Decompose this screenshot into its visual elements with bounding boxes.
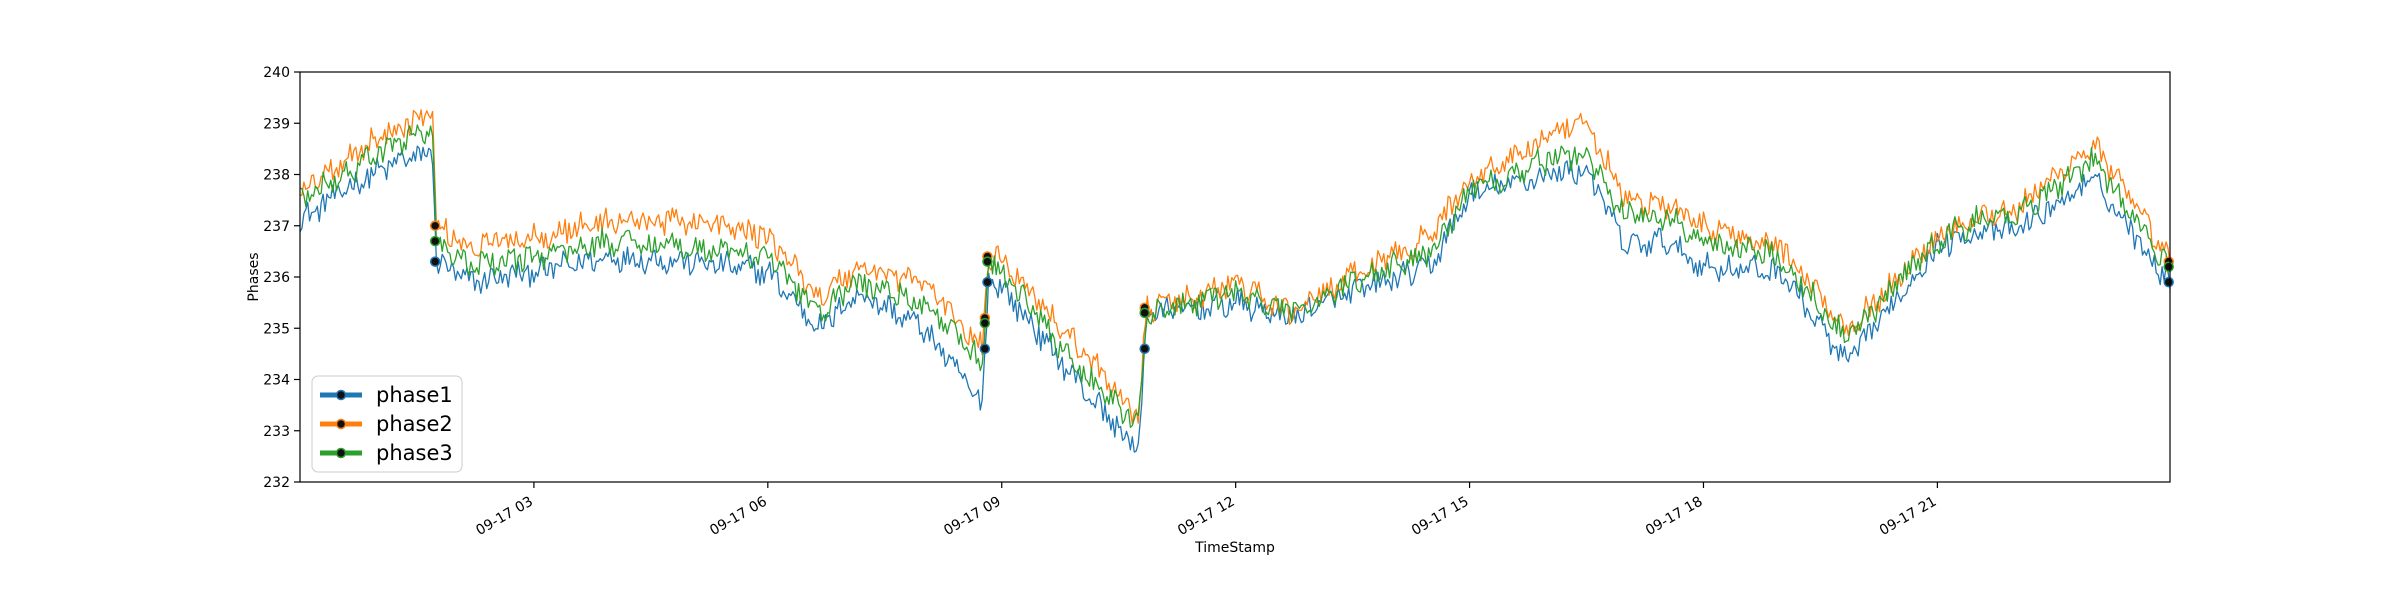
legend-label-phase2: phase2 [376,412,453,436]
legend-entries: phase1 phase2 phase3 [320,383,453,465]
marker-point-phase3 [2163,261,2174,272]
legend-box [311,375,463,473]
marker-point-phase3 [982,256,993,267]
y-tick-label: 235 [263,321,290,337]
series-layer [299,109,2171,453]
y-tick-label: 240 [263,65,290,81]
y-axis-ticks: 232 233 234 235 236 237 238 239 240 [263,65,300,491]
legend-label-phase1: phase1 [376,383,453,407]
legend: phase1 phase2 phase3 [311,375,463,473]
y-tick-label: 234 [263,373,290,389]
x-tick-label: 09-17 12 [1175,494,1238,539]
y-tick-label: 232 [263,475,290,491]
x-tick-label: 09-17 15 [1409,494,1472,539]
y-axis-label: Phases [246,252,262,301]
legend-marker-phase3 [335,447,347,459]
y-tick-label: 239 [263,116,290,132]
legend-marker-phase1 [335,389,347,401]
legend-marker-phase2 [335,418,347,430]
marker-point-phase1 [2163,276,2174,288]
y-tick-label: 233 [263,424,290,440]
marker-point-phase1 [979,343,991,354]
series-line-phase1 [299,145,2171,453]
marker-point-phase3 [1139,307,1150,319]
series-line-phase2 [299,109,2171,425]
y-tick-label: 238 [263,168,290,184]
marker-point-phase3 [429,235,441,247]
x-tick-label: 09-17 03 [473,494,536,539]
y-tick-label: 237 [263,219,290,235]
series-line-phase3 [299,124,2171,428]
x-tick-label: 09-17 09 [941,494,1004,539]
marker-point-phase1 [429,256,441,267]
y-tick-label: 236 [263,270,290,286]
x-axis-label: TimeStamp [1194,540,1275,556]
marker-layer [429,220,2174,354]
legend-label-phase3: phase3 [376,441,453,465]
marker-point-phase2 [429,220,441,231]
marker-point-phase1 [1139,343,1150,354]
marker-point-phase1 [982,276,993,288]
x-tick-label: 09-17 18 [1643,494,1706,539]
x-tick-label: 09-17 21 [1877,494,1940,539]
x-axis-ticks: 09-17 03 09-17 06 09-17 09 09-17 12 09-17 15… [473,482,1939,539]
x-tick-label: 09-17 06 [707,494,770,539]
marker-point-phase3 [979,317,991,329]
